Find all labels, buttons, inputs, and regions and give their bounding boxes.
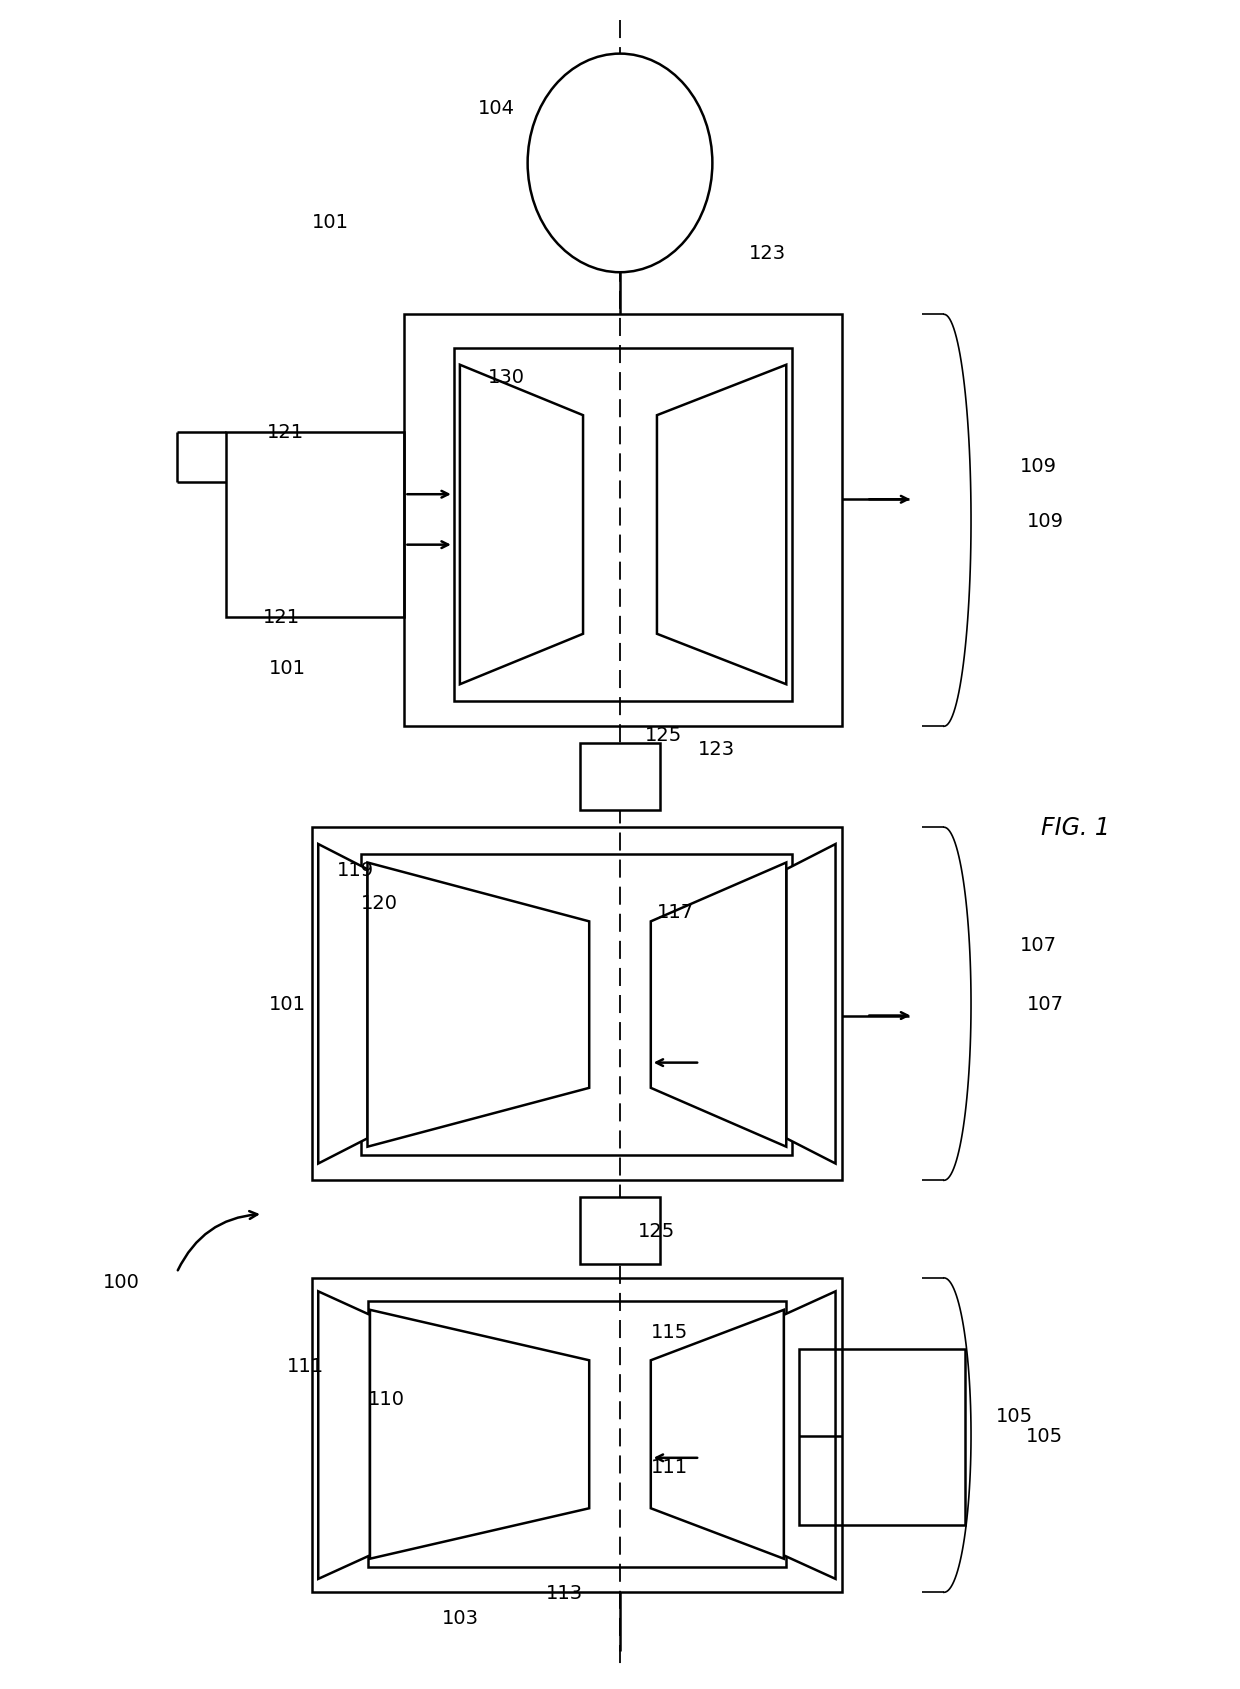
Text: 125: 125	[645, 726, 682, 745]
Text: 111: 111	[651, 1458, 688, 1476]
Bar	[404, 316, 842, 726]
Text: 107: 107	[1027, 995, 1064, 1013]
Bar	[312, 1279, 842, 1593]
Ellipse shape	[528, 54, 712, 274]
Bar	[312, 828, 842, 1181]
Polygon shape	[319, 844, 367, 1164]
Bar	[580, 1198, 660, 1265]
Text: 100: 100	[103, 1272, 140, 1290]
Text: 120: 120	[361, 893, 398, 912]
Text: 109: 109	[1021, 456, 1058, 476]
Polygon shape	[657, 365, 786, 684]
Text: 123: 123	[698, 740, 734, 758]
Text: 103: 103	[441, 1608, 479, 1627]
Bar	[226, 432, 404, 618]
Text: 101: 101	[269, 659, 306, 677]
Text: 107: 107	[1021, 936, 1058, 954]
Text: 125: 125	[639, 1221, 676, 1240]
Bar	[580, 743, 660, 811]
Text: 119: 119	[336, 860, 373, 880]
Polygon shape	[786, 844, 836, 1164]
Polygon shape	[784, 1292, 836, 1579]
Text: 113: 113	[546, 1583, 583, 1601]
Text: 105: 105	[996, 1407, 1033, 1426]
Polygon shape	[651, 863, 786, 1147]
Text: 130: 130	[489, 368, 526, 387]
Text: FIG. 1: FIG. 1	[1042, 816, 1110, 839]
Text: 109: 109	[1027, 512, 1064, 530]
Text: 121: 121	[267, 424, 304, 443]
Polygon shape	[370, 1311, 589, 1559]
Text: 101: 101	[269, 995, 306, 1013]
Text: 115: 115	[651, 1322, 688, 1341]
Polygon shape	[367, 863, 589, 1147]
Polygon shape	[651, 1311, 784, 1559]
Text: 121: 121	[263, 608, 300, 627]
Text: 117: 117	[657, 902, 694, 921]
Text: 105: 105	[1027, 1426, 1064, 1444]
Polygon shape	[319, 1292, 370, 1579]
Bar	[367, 1302, 786, 1567]
Text: 111: 111	[288, 1356, 325, 1375]
Bar	[454, 348, 792, 701]
Text: 110: 110	[367, 1390, 404, 1409]
Text: 101: 101	[312, 213, 348, 231]
Bar	[361, 855, 792, 1155]
Polygon shape	[460, 365, 583, 684]
Bar	[799, 1350, 965, 1525]
Text: 123: 123	[749, 243, 786, 262]
Text: 104: 104	[479, 100, 516, 118]
